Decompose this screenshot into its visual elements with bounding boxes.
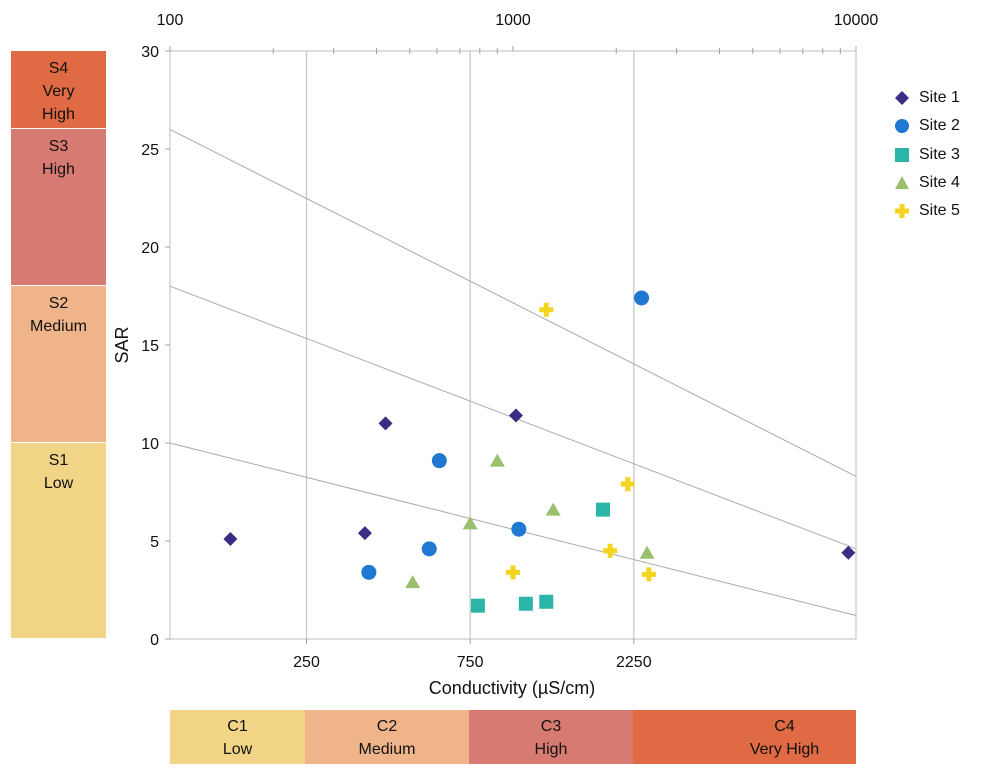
y-tick-label: 30: [141, 44, 159, 61]
series-site-2: [361, 290, 650, 580]
y-tick-label: 10: [141, 436, 159, 453]
legend-label: Site 3: [919, 145, 960, 163]
circle-marker-icon: [895, 119, 909, 134]
data-point: [489, 453, 505, 467]
series-site-4: [405, 453, 655, 589]
legend-item: Site 4: [893, 169, 960, 197]
data-point: [539, 302, 554, 317]
sodium-class-label: S4 Very High: [42, 60, 75, 123]
top-x-tick-label: 10000: [834, 12, 879, 29]
data-point: [518, 596, 533, 611]
data-point: [462, 516, 478, 530]
sodium-class-s3: S3 High: [11, 129, 106, 286]
data-point: [361, 564, 377, 580]
legend-label: Site 1: [919, 89, 960, 107]
data-point: [223, 532, 238, 547]
y-tick-label: 15: [141, 338, 159, 355]
salinity-class-c1: C1 Low: [170, 710, 305, 764]
sodium-class-s1: S1 Low: [11, 443, 106, 639]
data-point: [421, 541, 437, 557]
legend-item: Site 5: [893, 197, 960, 225]
triangle-marker-icon: [895, 176, 909, 190]
data-point: [545, 502, 561, 516]
bottom-x-tick-label: 750: [457, 654, 484, 671]
sar-boundary-line: [169, 128, 857, 477]
y-tick-label: 0: [150, 632, 159, 649]
data-point: [641, 567, 656, 582]
top-x-tick-label: 100: [157, 12, 184, 29]
grid: [305, 51, 635, 639]
salinity-class-label: C2 Medium: [358, 718, 416, 758]
data-point: [431, 453, 447, 469]
legend-label: Site 4: [919, 174, 960, 192]
data-point: [506, 565, 520, 580]
legend-label: Site 2: [919, 117, 960, 135]
data-point: [596, 502, 611, 517]
bottom-x-tick-label: 2250: [616, 654, 652, 671]
salinity-class-c4: C4 Very High: [633, 710, 856, 764]
y-tick-label: 20: [141, 240, 159, 257]
data-point: [620, 477, 635, 492]
salinity-class-label: C3 High: [534, 718, 568, 758]
plus-marker-icon: [895, 204, 909, 219]
data-point: [639, 545, 655, 559]
legend-item: Site 2: [893, 112, 960, 140]
data-point: [378, 416, 393, 431]
data-points: [223, 290, 856, 613]
series-site-1: [223, 408, 856, 560]
data-point: [841, 545, 856, 560]
salinity-class-label: C4 Very High: [749, 718, 820, 758]
data-point: [405, 575, 421, 589]
square-marker-icon: [895, 147, 909, 162]
data-point: [511, 521, 527, 537]
salinity-class-c2: C2 Medium: [305, 710, 469, 764]
y-axis-title: SAR: [112, 326, 132, 363]
y-tick-label: 5: [150, 534, 159, 551]
sodium-class-label: S1 Low: [43, 452, 74, 492]
data-point: [470, 598, 485, 613]
y-tick-label: 25: [141, 142, 159, 159]
sodium-class-label: S3 High: [42, 138, 75, 178]
sodium-class-s4: S4 Very High: [11, 51, 106, 129]
axes: 0 5 10 15 20 25 30 100 1000 10000 250 750 2250: [141, 12, 878, 671]
legend-label: Site 5: [919, 202, 960, 220]
data-point: [539, 594, 554, 609]
data-point: [357, 526, 372, 541]
class-boundaries: [169, 128, 857, 616]
bottom-x-tick-label: 250: [293, 654, 320, 671]
diamond-marker-icon: [895, 91, 909, 106]
salinity-class-c3: C3 High: [469, 710, 633, 764]
series-site-5: [506, 302, 656, 582]
data-point: [634, 290, 650, 306]
sodium-class-label: S2 Medium: [30, 295, 87, 335]
legend: Site 1 Site 2 Site 3 Site 4 Site 5: [893, 84, 960, 225]
data-point: [508, 408, 523, 423]
series-site-3: [470, 502, 611, 613]
legend-item: Site 1: [893, 84, 960, 112]
x-axis-title: Conductivity (µS/cm): [429, 678, 595, 698]
data-point: [603, 543, 618, 558]
legend-item: Site 3: [893, 141, 960, 169]
top-x-tick-label: 1000: [495, 12, 531, 29]
salinity-class-label: C1 Low: [222, 718, 253, 758]
sodium-class-s2: S2 Medium: [11, 286, 106, 443]
